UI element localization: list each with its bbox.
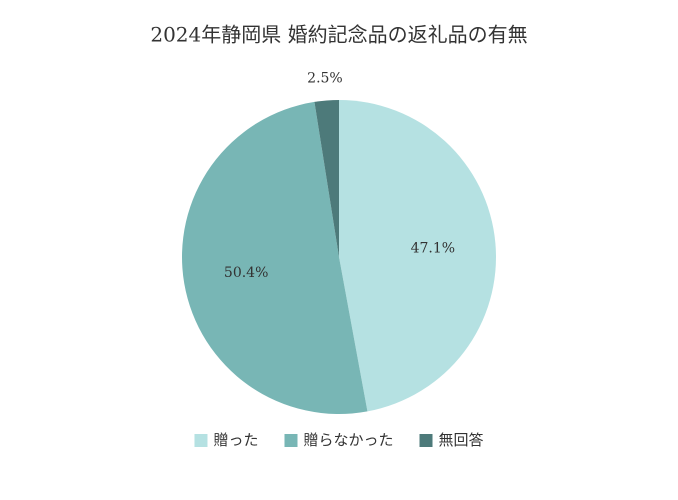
legend-swatch — [284, 434, 298, 447]
legend-swatch — [419, 434, 433, 447]
pie-slice — [314, 100, 339, 257]
legend-label: 贈った — [213, 431, 258, 449]
legend-label: 贈らなかった — [303, 431, 393, 449]
pie-slice — [182, 101, 368, 414]
legend-swatch — [194, 434, 208, 447]
data-label: 47.1% — [411, 240, 455, 256]
legend-label: 無回答 — [439, 431, 484, 449]
pie-slice — [339, 100, 497, 412]
data-label: 2.5% — [307, 71, 343, 87]
chart-title: 2024年静岡県 婚約記念品の返礼品の有無 — [150, 23, 527, 47]
data-label: 50.4% — [224, 265, 268, 281]
